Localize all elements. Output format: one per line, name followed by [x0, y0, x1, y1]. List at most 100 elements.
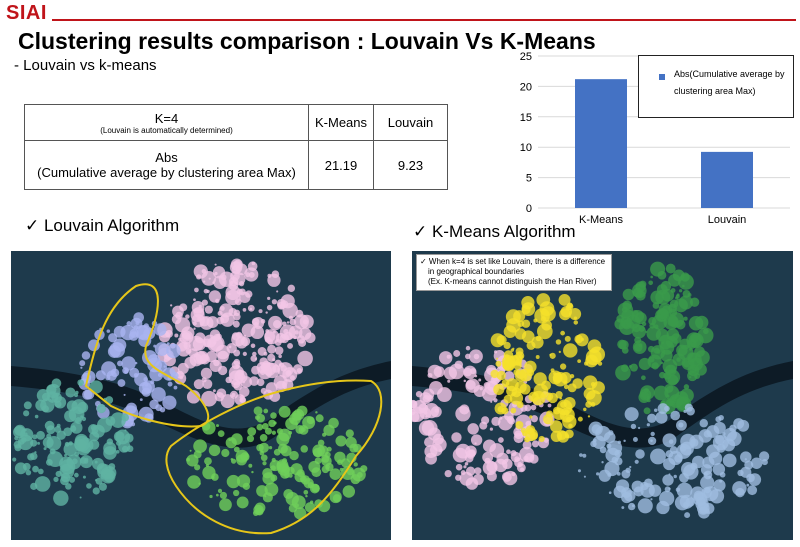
cluster-point	[262, 422, 269, 430]
cluster-point	[138, 381, 152, 395]
cluster-point	[548, 370, 563, 385]
cluster-point	[598, 469, 611, 482]
cluster-point	[219, 498, 232, 512]
cluster-point	[264, 482, 279, 497]
cluster-point	[247, 427, 257, 436]
cluster-point	[683, 409, 687, 413]
cluster-point	[637, 498, 653, 514]
cluster-point	[256, 423, 264, 431]
cluster-point	[520, 427, 527, 434]
cluster-point	[679, 289, 683, 293]
cluster-point	[496, 357, 499, 360]
cluster-point	[251, 470, 254, 474]
cluster-point	[506, 415, 515, 424]
cluster-point	[646, 326, 661, 341]
cluster-point	[235, 331, 243, 339]
cluster-point	[563, 384, 569, 390]
cluster-point	[288, 504, 298, 513]
cluster-point	[657, 308, 669, 320]
cluster-point	[252, 317, 265, 329]
cluster-point	[270, 412, 277, 419]
cluster-point	[541, 319, 552, 331]
cluster-point	[121, 413, 130, 422]
cluster-point	[718, 414, 724, 421]
cluster-point	[637, 426, 641, 430]
cluster-point	[489, 427, 494, 431]
table-cell-kmeans: 21.19	[308, 140, 374, 190]
cluster-point	[264, 495, 267, 498]
cluster-point	[247, 304, 255, 312]
cluster-point	[300, 427, 306, 433]
cluster-point	[494, 458, 508, 473]
cluster-point	[535, 355, 540, 359]
cluster-point	[235, 369, 244, 377]
cluster-point	[77, 379, 84, 386]
cluster-point	[679, 472, 689, 483]
cluster-point	[204, 457, 212, 466]
cluster-point	[463, 379, 467, 383]
cluster-point	[212, 389, 216, 393]
cluster-point	[226, 474, 241, 489]
cluster-point	[665, 263, 676, 274]
cluster-point	[260, 387, 267, 395]
cluster-point	[209, 335, 225, 352]
kmeans-note-box: ✓ When k=4 is set like Louvain, there is…	[416, 254, 612, 291]
cluster-point	[220, 312, 235, 327]
cluster-point	[181, 326, 195, 340]
cluster-point	[259, 450, 265, 456]
table-header-k: K=4 (Louvain is automatically determined…	[24, 104, 309, 141]
cluster-point	[74, 472, 79, 478]
cluster-point	[503, 394, 513, 404]
cluster-point	[560, 330, 565, 336]
cluster-point	[233, 349, 241, 357]
bar-louvain	[701, 151, 753, 208]
cluster-point	[678, 422, 684, 428]
cluster-point	[194, 464, 201, 471]
cluster-point	[267, 296, 271, 301]
cluster-point	[154, 342, 169, 356]
cluster-point	[515, 347, 524, 356]
header-divider	[52, 19, 796, 21]
cluster-point	[267, 344, 277, 354]
cluster-point	[547, 403, 552, 408]
cluster-point	[650, 431, 655, 437]
cluster-point	[464, 461, 469, 466]
cluster-point	[690, 334, 699, 343]
cluster-point	[43, 447, 47, 451]
cluster-point	[279, 333, 290, 344]
kmeans-section-heading: ✓ K-Means Algorithm	[413, 222, 576, 241]
cluster-point	[186, 390, 201, 404]
cluster-point	[60, 476, 70, 486]
cluster-point	[451, 432, 462, 443]
cluster-point	[262, 468, 273, 479]
cluster-point	[63, 442, 78, 457]
cluster-point	[199, 354, 210, 365]
cluster-point	[248, 463, 253, 468]
cluster-point	[235, 336, 248, 349]
cluster-point	[628, 365, 633, 369]
cluster-point	[283, 489, 294, 500]
cluster-point	[278, 405, 291, 418]
cluster-point	[722, 453, 737, 468]
cluster-point	[675, 487, 681, 492]
cluster-point	[186, 457, 190, 462]
cluster-point	[36, 388, 50, 402]
cluster-point	[713, 421, 726, 434]
cluster-point	[305, 494, 308, 498]
cluster-point	[713, 479, 726, 492]
cluster-point	[287, 284, 296, 293]
cluster-point	[315, 414, 324, 423]
cluster-point	[82, 389, 93, 400]
cluster-point	[53, 490, 69, 506]
cluster-point	[68, 476, 76, 483]
kmeans-cluster-points	[412, 261, 770, 519]
cluster-point	[94, 479, 98, 482]
cluster-point	[194, 287, 199, 293]
cluster-point	[634, 336, 642, 344]
cluster-point	[294, 507, 307, 520]
cluster-point	[201, 270, 217, 286]
cluster-point	[215, 493, 219, 497]
cluster-point	[474, 374, 478, 378]
cluster-point	[650, 275, 653, 279]
cluster-point	[123, 393, 126, 396]
